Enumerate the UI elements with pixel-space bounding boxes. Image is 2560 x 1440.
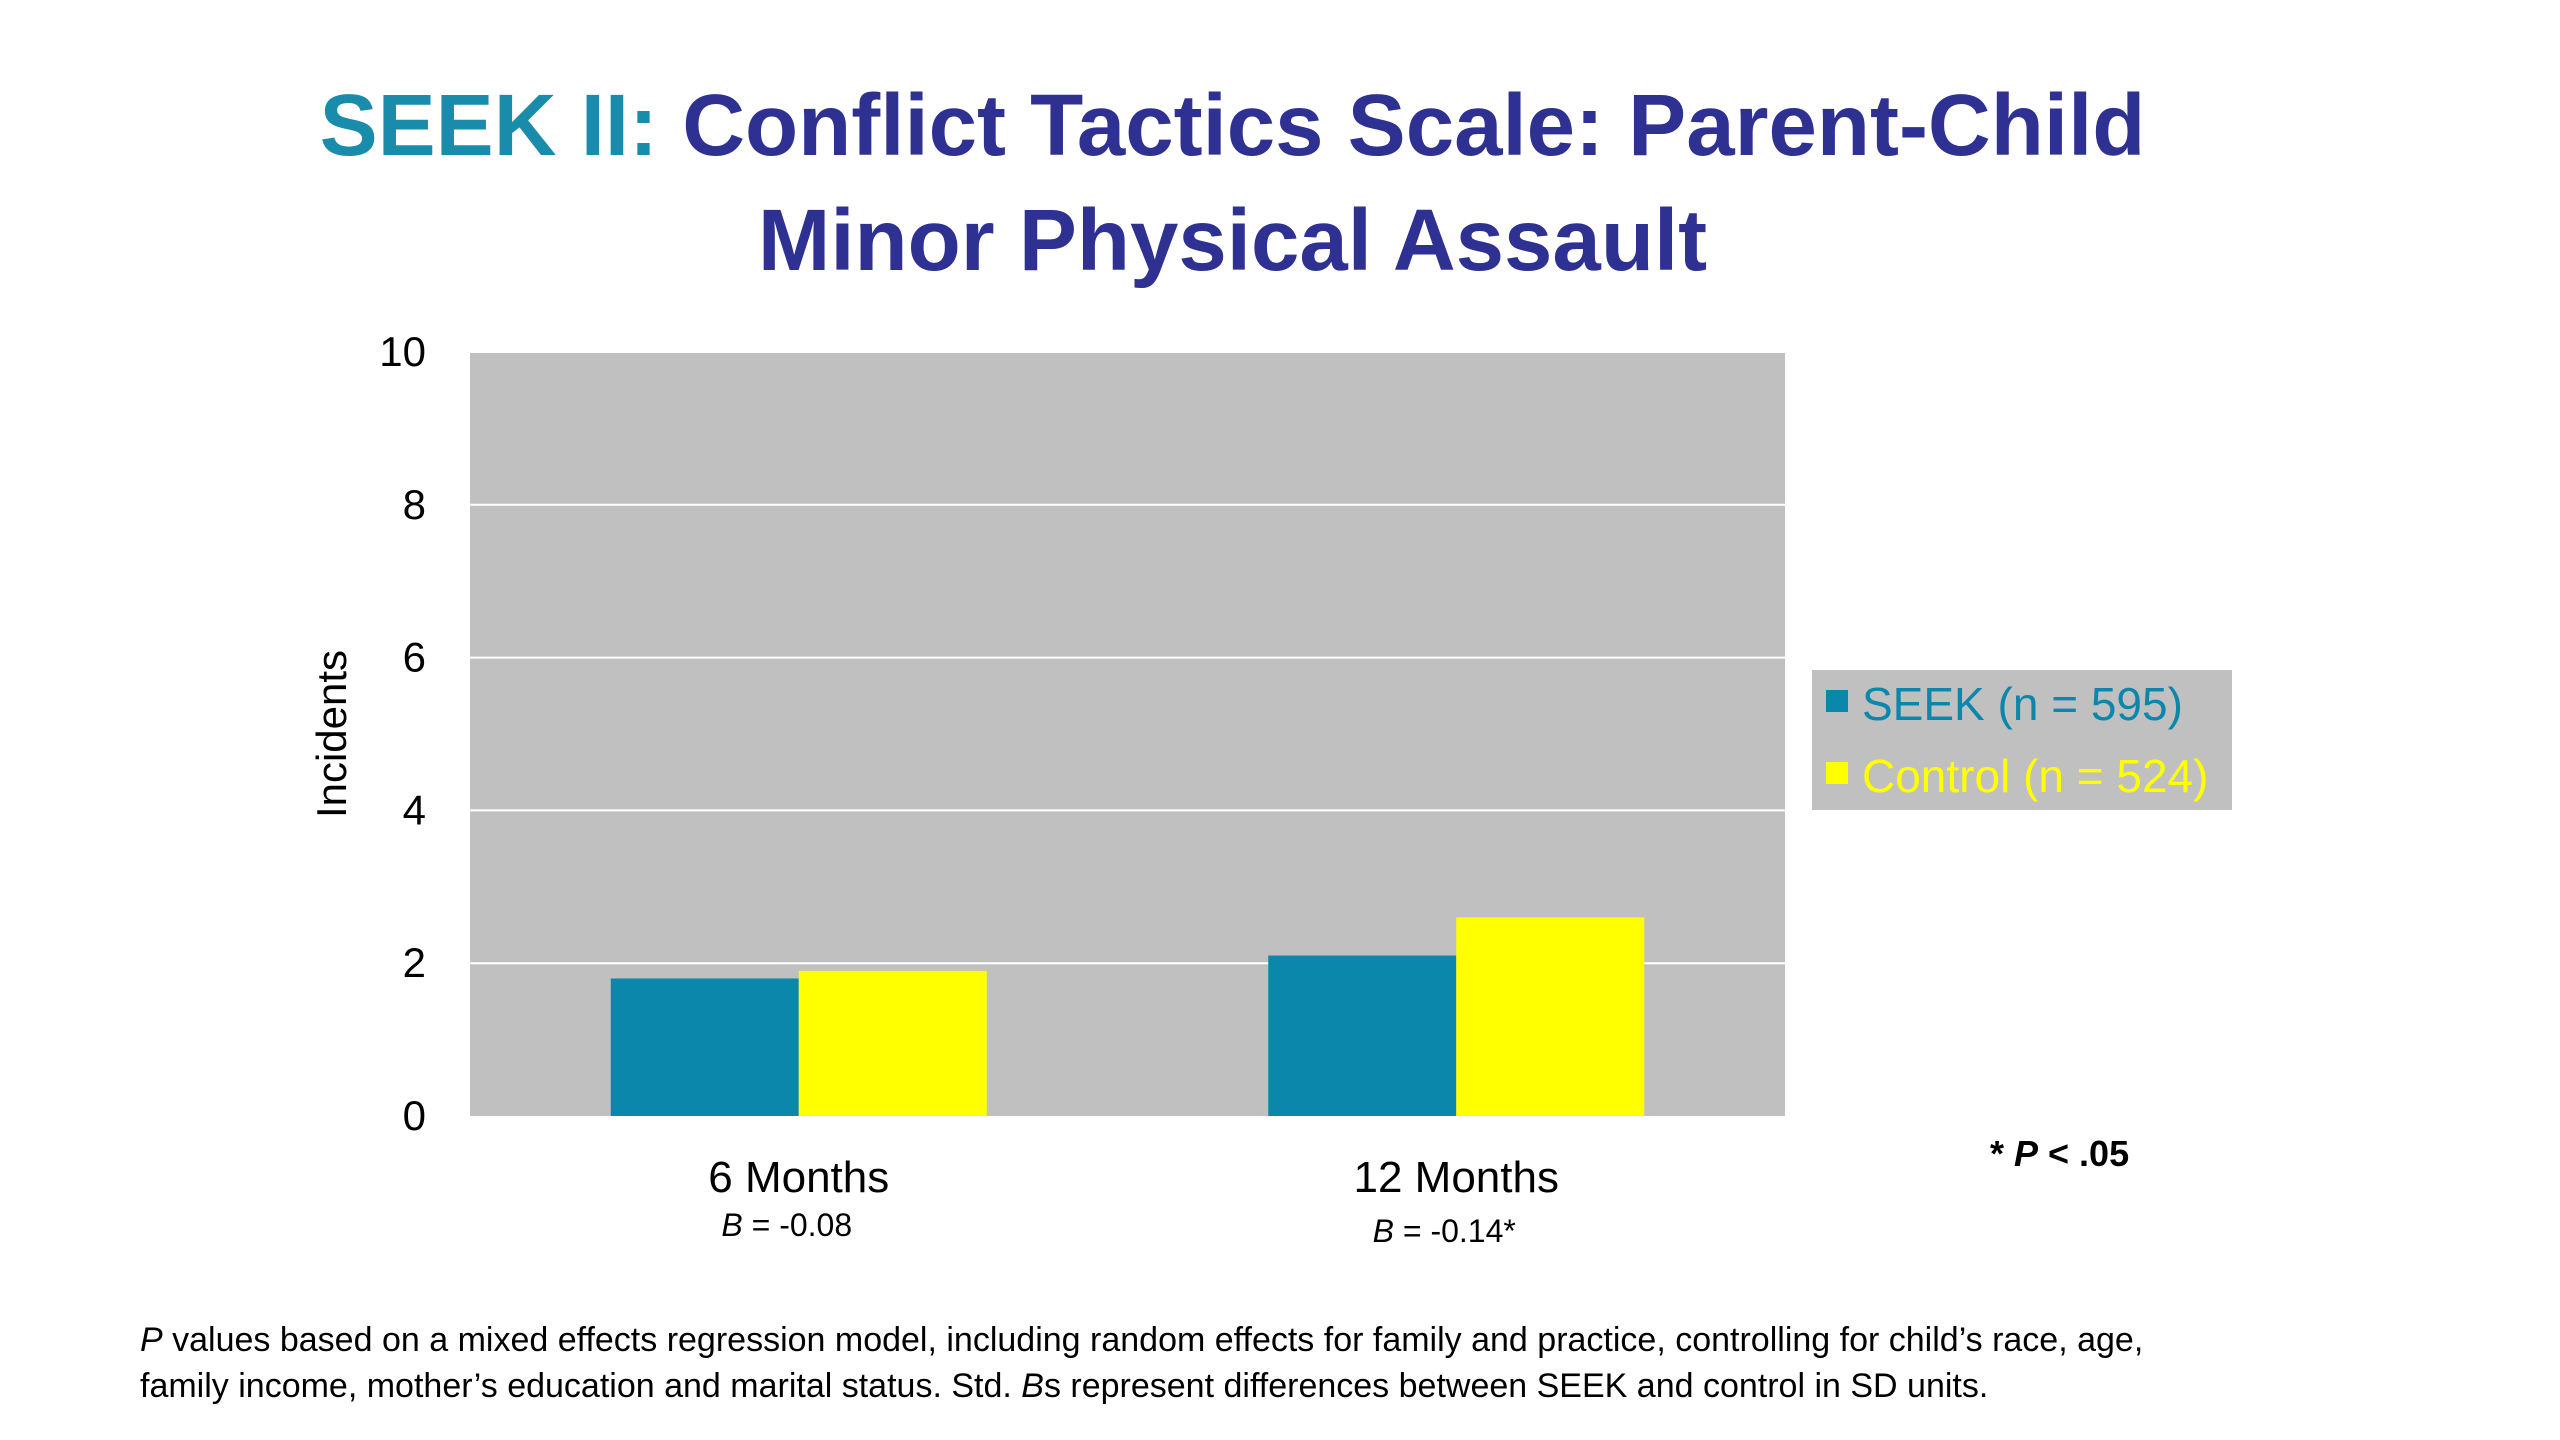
category-note: B = -0.08 (721, 1207, 852, 1243)
legend-label: SEEK (n = 595) (1862, 678, 2183, 730)
legend-box (1812, 670, 2232, 810)
bar (1456, 917, 1645, 1116)
category-note: B = -0.14* (1373, 1213, 1516, 1249)
bar (610, 978, 799, 1116)
y-tick-label: 0 (403, 1092, 426, 1139)
footnote-b-var: B (1021, 1367, 1044, 1405)
legend-label: Control (n = 524) (1862, 750, 2208, 802)
footnote: P values based on a mixed effects regres… (140, 1317, 2440, 1409)
y-tick-label: 6 (403, 634, 426, 681)
y-tick-label: 4 (403, 786, 426, 833)
legend-swatch (1826, 762, 1848, 784)
x-tick-label: 12 Months (1354, 1153, 1559, 1202)
bar (1268, 955, 1457, 1116)
footnote-line2: family income, mother’s education and ma… (140, 1363, 2440, 1409)
footnote-line1: P values based on a mixed effects regres… (140, 1317, 2440, 1363)
y-axis-label: Incidents (308, 650, 355, 818)
footnote-p-var: P (140, 1321, 163, 1359)
x-tick-label: 6 Months (708, 1153, 889, 1202)
bar (798, 970, 987, 1116)
title-line2: Minor Physical Assault (757, 192, 1708, 289)
y-tick-label: 2 (403, 939, 426, 986)
significance-note: * P < .05 (1990, 1133, 2129, 1174)
footnote-line1-text: values based on a mixed effects regressi… (162, 1321, 2144, 1359)
legend-swatch (1826, 690, 1848, 712)
title-prefix: SEEK II: (319, 77, 659, 174)
y-tick-label: 10 (379, 328, 426, 375)
chart-title: SEEK II: Conflict Tactics Scale: Parent-… (0, 68, 2465, 298)
footnote-line2-text: s represent differences between SEEK and… (1043, 1367, 1989, 1405)
title-line1: Conflict Tactics Scale: Parent-Child (682, 77, 2146, 174)
y-tick-label: 8 (403, 481, 426, 528)
footnote-line2-pre: family income, mother’s education and ma… (140, 1367, 1022, 1405)
